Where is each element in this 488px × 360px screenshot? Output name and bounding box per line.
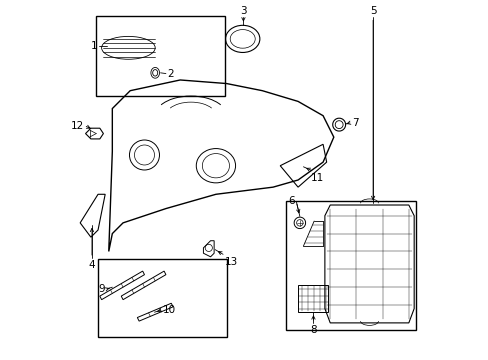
Bar — [96, 16, 224, 96]
Text: 12: 12 — [71, 121, 84, 131]
Text: 7: 7 — [351, 118, 358, 128]
Bar — [98, 258, 226, 337]
Text: 10: 10 — [162, 305, 175, 315]
Text: 2: 2 — [167, 68, 174, 78]
Bar — [285, 202, 415, 330]
Bar — [298, 285, 328, 312]
Text: 9: 9 — [99, 284, 105, 294]
Text: 11: 11 — [310, 173, 323, 183]
Text: 6: 6 — [287, 197, 294, 206]
Text: 8: 8 — [309, 325, 316, 335]
Text: 5: 5 — [369, 6, 376, 16]
Text: 1: 1 — [90, 41, 97, 51]
Text: 4: 4 — [88, 260, 95, 270]
Text: 13: 13 — [224, 257, 238, 267]
Text: 3: 3 — [240, 6, 246, 16]
